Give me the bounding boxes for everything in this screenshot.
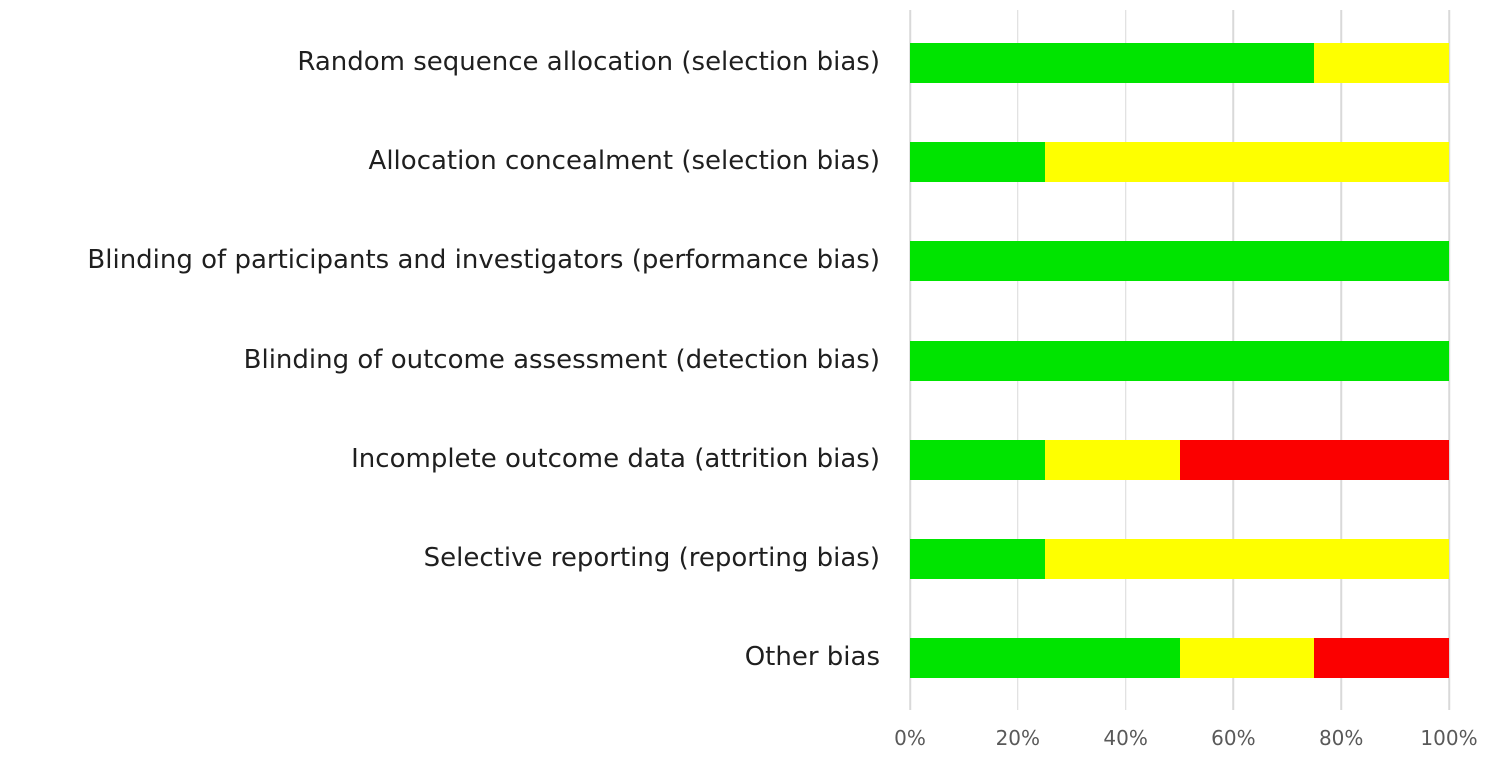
x-tick-label: 40% xyxy=(1103,726,1148,750)
bar-track xyxy=(910,340,1449,381)
category-label: Other bias xyxy=(744,642,880,673)
bar-segment-red xyxy=(1179,439,1449,480)
x-tick-label: 20% xyxy=(995,726,1041,750)
category-label: Random sequence allocation (selection bi… xyxy=(297,46,880,77)
x-tick-label: 100% xyxy=(1420,726,1478,750)
bar-track xyxy=(910,539,1449,580)
bar-segment-yellow xyxy=(1044,439,1180,480)
bar-segment-yellow xyxy=(1314,42,1449,83)
bar-track xyxy=(910,241,1449,282)
chart-row: Blinding of participants and investigato… xyxy=(0,212,1493,311)
bar-segment-green xyxy=(910,241,1449,282)
chart-row: Selective reporting (reporting bias) xyxy=(0,509,1493,608)
category-label: Allocation concealment (selection bias) xyxy=(368,146,880,176)
bar-segment-yellow xyxy=(1044,539,1449,580)
bar-track xyxy=(910,141,1449,182)
bar-segment-green xyxy=(910,539,1045,580)
chart-rows: Random sequence allocation (selection bi… xyxy=(0,13,1493,708)
bar-track xyxy=(910,42,1449,83)
bar-segment-yellow xyxy=(1179,638,1315,679)
bar-segment-green xyxy=(910,141,1045,182)
bar-segment-green xyxy=(910,439,1045,480)
chart-row: Other bias xyxy=(0,609,1493,708)
category-label: Blinding of participants and investigato… xyxy=(87,245,880,276)
category-label: Selective reporting (reporting bias) xyxy=(423,543,880,574)
bar-segment-green xyxy=(910,638,1180,679)
bar-segment-red xyxy=(1314,638,1449,679)
bar-segment-green xyxy=(910,340,1449,381)
bar-track xyxy=(910,638,1449,679)
chart-row: Allocation concealment (selection bias) xyxy=(0,112,1493,211)
x-tick-label: 80% xyxy=(1318,726,1364,750)
bar-segment-yellow xyxy=(1044,141,1449,182)
x-tick-label: 0% xyxy=(894,726,926,750)
gridline-100 xyxy=(1448,10,1450,710)
x-axis: 0% 20% 40% 60% 80% 100% xyxy=(894,726,1477,756)
category-label: Blinding of outcome assessment (detectio… xyxy=(243,344,880,375)
bar-track xyxy=(910,439,1449,480)
category-label: Incomplete outcome data (attrition bias) xyxy=(351,443,880,474)
bar-segment-green xyxy=(910,42,1315,83)
x-tick-label: 60% xyxy=(1211,726,1256,750)
chart-row: Incomplete outcome data (attrition bias) xyxy=(0,410,1493,509)
chart-row: Random sequence allocation (selection bi… xyxy=(0,13,1493,112)
chart-row: Blinding of outcome assessment (detectio… xyxy=(0,311,1493,410)
